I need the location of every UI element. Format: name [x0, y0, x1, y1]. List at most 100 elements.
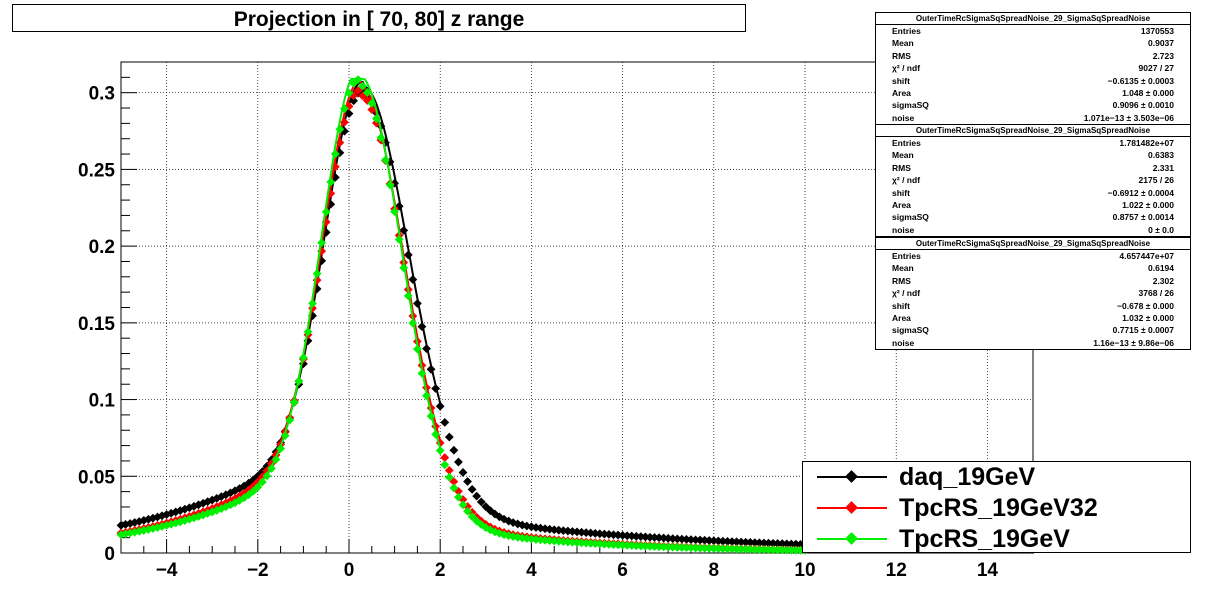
- data-point-0: [399, 225, 409, 235]
- data-point-2: [723, 544, 732, 554]
- stats-key: RMS: [892, 275, 911, 286]
- x-tick-label: 0: [344, 560, 355, 581]
- data-point-2: [417, 368, 427, 378]
- data-point-2: [718, 544, 728, 554]
- data-point-2: [422, 391, 431, 401]
- data-point-0: [340, 126, 349, 136]
- stats-value: 0.9037: [1148, 38, 1174, 49]
- data-point-2: [463, 506, 472, 516]
- data-point-0: [467, 484, 477, 494]
- data-point-0: [476, 497, 486, 507]
- data-point-2: [257, 477, 267, 487]
- y-tick-label: 0.25: [78, 160, 115, 181]
- stats-value: 4.657447e+07: [1119, 251, 1174, 261]
- data-point-1: [344, 101, 354, 111]
- data-point-2: [280, 431, 290, 440]
- data-point-2: [686, 543, 696, 553]
- stats-value: 0 ± 0.0: [1148, 224, 1174, 235]
- stats-key: sigmaSQ: [892, 212, 929, 223]
- stats-box-title: OuterTimeRcSigmaSqSpreadNoise_29_SigmaSq…: [876, 13, 1190, 25]
- stats-row: χ² / ndf 9027 / 27: [876, 62, 1190, 74]
- data-point-2: [349, 78, 358, 88]
- stats-key: Entries: [892, 251, 921, 261]
- data-point-2: [732, 544, 741, 554]
- stats-row: sigmaSQ 0.7715 ± 0.0007: [876, 324, 1190, 336]
- data-point-2: [700, 543, 710, 553]
- data-point-2: [253, 482, 263, 492]
- stats-key: Mean: [892, 38, 914, 49]
- data-point-2: [262, 471, 272, 481]
- stats-row: shift −0.6135 ± 0.0003: [876, 75, 1190, 87]
- data-point-2: [362, 88, 372, 97]
- stats-value: −0.6912 ± 0.0004: [1107, 187, 1174, 198]
- data-point-1: [353, 86, 363, 95]
- stats-box-2: OuterTimeRcSigmaSqSpreadNoise_29_SigmaSq…: [875, 124, 1191, 238]
- data-point-2: [381, 155, 390, 165]
- fit-line-0: [120, 80, 442, 526]
- data-point-2: [121, 529, 130, 539]
- data-point-2: [444, 472, 454, 482]
- y-tick-label: 0.1: [89, 391, 116, 412]
- data-point-0: [253, 471, 263, 481]
- stats-row: Entries 4.657447e+07: [876, 250, 1190, 262]
- data-point-0: [472, 491, 482, 501]
- x-tick-label: −4: [156, 560, 178, 581]
- data-point-0: [444, 432, 454, 442]
- stats-box-title: OuterTimeRcSigmaSqSpreadNoise_29_SigmaSq…: [876, 238, 1190, 250]
- stats-row: Area 1.048 ± 0.000: [876, 87, 1190, 99]
- stats-row: sigmaSQ 0.8757 ± 0.0014: [876, 211, 1190, 223]
- stats-row: RMS 2.302: [876, 275, 1190, 287]
- stats-value: 1370553: [1140, 26, 1174, 36]
- legend-label-tpcrs: TpcRS_19GeV: [899, 525, 1070, 553]
- data-point-0: [458, 468, 468, 477]
- stats-key: shift: [892, 187, 910, 198]
- data-point-2: [303, 327, 313, 337]
- data-point-0: [125, 519, 135, 528]
- data-point-2: [764, 545, 773, 555]
- data-point-1: [340, 117, 349, 127]
- data-point-2: [244, 490, 254, 500]
- stats-value: 0.7715 ± 0.0007: [1112, 325, 1174, 336]
- stats-key: RMS: [892, 162, 911, 173]
- stats-box-1: OuterTimeRcSigmaSqSpreadNoise_29_SigmaSq…: [875, 12, 1191, 126]
- stats-row: Area 1.022 ± 0.000: [876, 199, 1190, 211]
- stats-value: 2.302: [1152, 275, 1174, 286]
- stats-value: 1.032 ± 0.000: [1122, 312, 1174, 323]
- data-point-2: [668, 542, 678, 552]
- data-point-0: [417, 322, 427, 332]
- data-point-2: [782, 545, 792, 555]
- y-tick-label: 0.2: [89, 237, 115, 258]
- data-point-2: [472, 516, 482, 526]
- stats-key: noise: [892, 112, 915, 123]
- stats-row: noise 1.071e−13 ± 3.503e−06: [876, 112, 1190, 124]
- data-point-2: [745, 544, 755, 554]
- data-point-2: [773, 545, 783, 555]
- data-point-2: [353, 75, 363, 85]
- stats-key: Area: [892, 199, 911, 210]
- y-tick-label: 0.3: [89, 84, 115, 105]
- data-point-2: [294, 376, 304, 386]
- data-point-2: [340, 104, 349, 114]
- fit-line-2: [120, 77, 442, 536]
- stats-value: 9027 / 27: [1138, 63, 1174, 74]
- stats-value: 3768 / 26: [1138, 288, 1174, 299]
- stats-row: shift −0.678 ± 0.000: [876, 300, 1190, 312]
- data-point-2: [672, 542, 682, 552]
- data-point-2: [454, 492, 463, 502]
- data-point-2: [458, 500, 468, 510]
- data-point-0: [349, 96, 358, 106]
- data-point-2: [235, 496, 244, 505]
- data-point-2: [755, 545, 764, 554]
- data-point-0: [403, 250, 413, 260]
- data-point-2: [239, 493, 249, 503]
- data-point-1: [335, 138, 345, 148]
- stats-row: Mean 0.6383: [876, 149, 1190, 161]
- stats-key: sigmaSQ: [892, 100, 929, 111]
- data-point-2: [390, 207, 399, 217]
- data-point-2: [736, 544, 746, 554]
- data-point-2: [335, 124, 345, 134]
- stats-key: Mean: [892, 150, 914, 161]
- legend-marker-tpcrs: [845, 532, 858, 545]
- data-point-0: [431, 384, 441, 393]
- stats-row: Area 1.032 ± 0.000: [876, 312, 1190, 324]
